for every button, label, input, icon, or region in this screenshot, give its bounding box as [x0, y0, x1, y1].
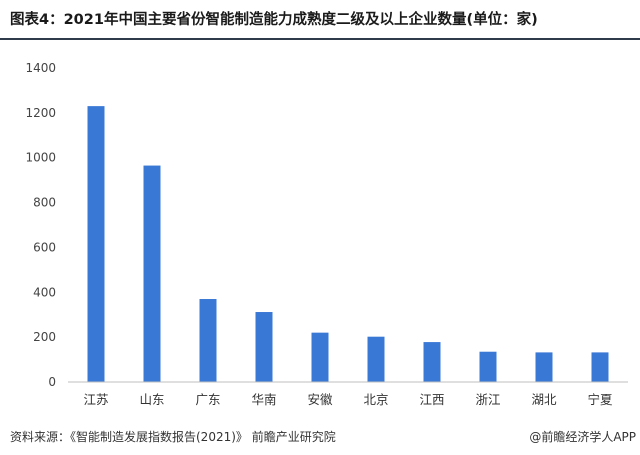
x-tick-label: 浙江 — [475, 392, 500, 407]
x-tick-label: 广东 — [195, 392, 220, 407]
bar — [87, 106, 105, 382]
x-tick-label: 湖北 — [531, 392, 557, 407]
y-tick-label: 800 — [33, 196, 56, 210]
x-axis: 江苏 山东 广东 华南 安徽 北京 江西 浙江 湖北 宁夏 — [68, 381, 628, 407]
bar — [423, 342, 441, 382]
x-tick-label: 北京 — [363, 392, 388, 407]
x-tick-label: 华南 — [251, 392, 276, 407]
x-tick-label: 宁夏 — [587, 392, 613, 407]
x-tick-label: 安徽 — [307, 392, 333, 407]
publisher-credit: @前瞻经济学人APP — [529, 430, 636, 444]
bar — [311, 332, 329, 382]
bar — [535, 352, 553, 382]
y-tick-label: 0 — [48, 375, 56, 389]
y-tick-label: 1400 — [25, 61, 56, 75]
bar — [367, 336, 385, 382]
source-note: 资料来源：《智能制造发展指数报告(2021)》 前瞻产业研究院 — [10, 430, 336, 444]
bar-chart: 0 200 400 600 800 1000 1200 1400 江苏 山东 广东 华南 安徽 北京 江西… — [25, 61, 628, 407]
x-tick-label: 江苏 — [83, 392, 108, 407]
bar — [479, 351, 497, 382]
y-tick-label: 1000 — [25, 151, 56, 165]
bar — [591, 352, 609, 382]
title-divider — [0, 38, 640, 40]
bars — [87, 106, 609, 382]
x-tick-label: 山东 — [139, 392, 164, 407]
bar — [255, 312, 273, 382]
y-axis: 0 200 400 600 800 1000 1200 1400 — [25, 61, 56, 389]
y-tick-label: 600 — [33, 240, 56, 254]
bar — [199, 299, 217, 382]
x-tick-label: 江西 — [419, 392, 444, 407]
y-tick-label: 1200 — [25, 106, 56, 120]
y-tick-label: 400 — [33, 285, 56, 299]
chart-title: 图表4：2021年中国主要省份智能制造能力成熟度二级及以上企业数量(单位：家) — [10, 12, 538, 28]
bar — [143, 165, 161, 382]
y-tick-label: 200 — [33, 330, 56, 344]
